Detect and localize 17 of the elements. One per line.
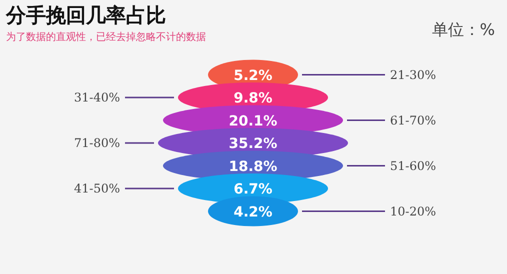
category-label: 10-20% — [390, 204, 436, 218]
data-label: 4.2% — [234, 204, 272, 220]
category-label: 41-50% — [74, 182, 120, 196]
text: 分手挽回几率占比 — [5, 3, 166, 27]
category-label: 21-30% — [390, 68, 436, 82]
data-label: 20.1% — [228, 113, 278, 130]
category-label: 51-60% — [390, 158, 436, 173]
data-label: 9.8% — [234, 90, 272, 106]
data-label: 35.2% — [228, 136, 278, 152]
data-label: 5.2% — [234, 68, 272, 84]
category-label: 31-40% — [74, 90, 120, 104]
data-label: 18.8% — [228, 158, 278, 175]
category-label: 61-70% — [390, 113, 436, 128]
category-label: 71-80% — [74, 136, 120, 150]
text: 单位：% — [432, 20, 495, 41]
text: 为了数据的直观性，已经去掉忽略不计的数据 — [6, 31, 206, 43]
data-label: 6.7% — [234, 182, 272, 198]
